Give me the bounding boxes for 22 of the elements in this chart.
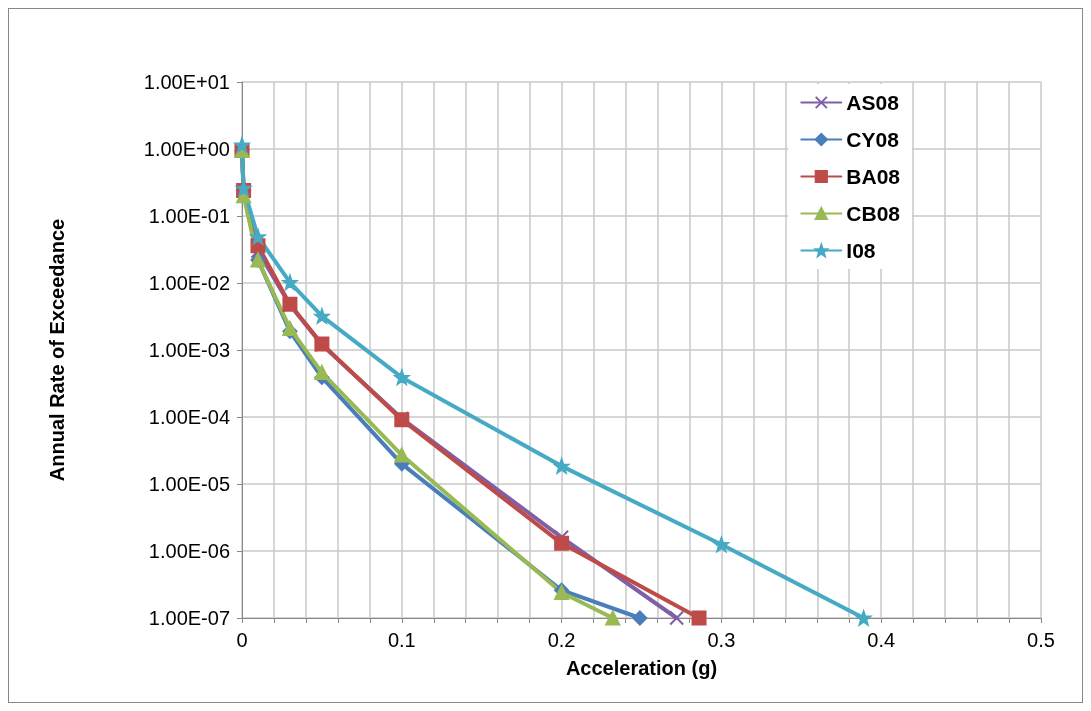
y-tick-label: 1.00E+01 xyxy=(143,71,230,93)
x-tick-label: 0 xyxy=(236,629,248,651)
x-tick-label: 0.2 xyxy=(547,629,576,651)
y-tick-label: 1.00E-04 xyxy=(148,406,230,428)
legend-label: I08 xyxy=(846,239,876,262)
x-tick-label: 0.5 xyxy=(1027,629,1055,651)
legend-label: CB08 xyxy=(846,202,901,225)
legend-label: CY08 xyxy=(846,128,900,151)
legend-label: AS08 xyxy=(846,91,900,114)
x-tick-label: 0.1 xyxy=(387,629,416,651)
y-tick-label: 1.00E-01 xyxy=(148,205,230,227)
y-axis-title: Annual Rate of Exceedance xyxy=(46,218,68,482)
x-tick-label: 0.3 xyxy=(707,629,736,651)
y-tick-label: 1.00E-06 xyxy=(148,540,230,562)
y-tick-label: 1.00E-02 xyxy=(148,272,230,294)
x-axis-title: Acceleration (g) xyxy=(565,657,718,679)
y-tick-label: 1.00E+00 xyxy=(143,138,230,160)
x-tick-label: 0.4 xyxy=(867,629,896,651)
y-tick-label: 1.00E-07 xyxy=(148,607,230,629)
y-tick-label: 1.00E-05 xyxy=(148,473,230,495)
legend-label: BA08 xyxy=(846,165,901,188)
y-tick-label: 1.00E-03 xyxy=(148,339,230,361)
